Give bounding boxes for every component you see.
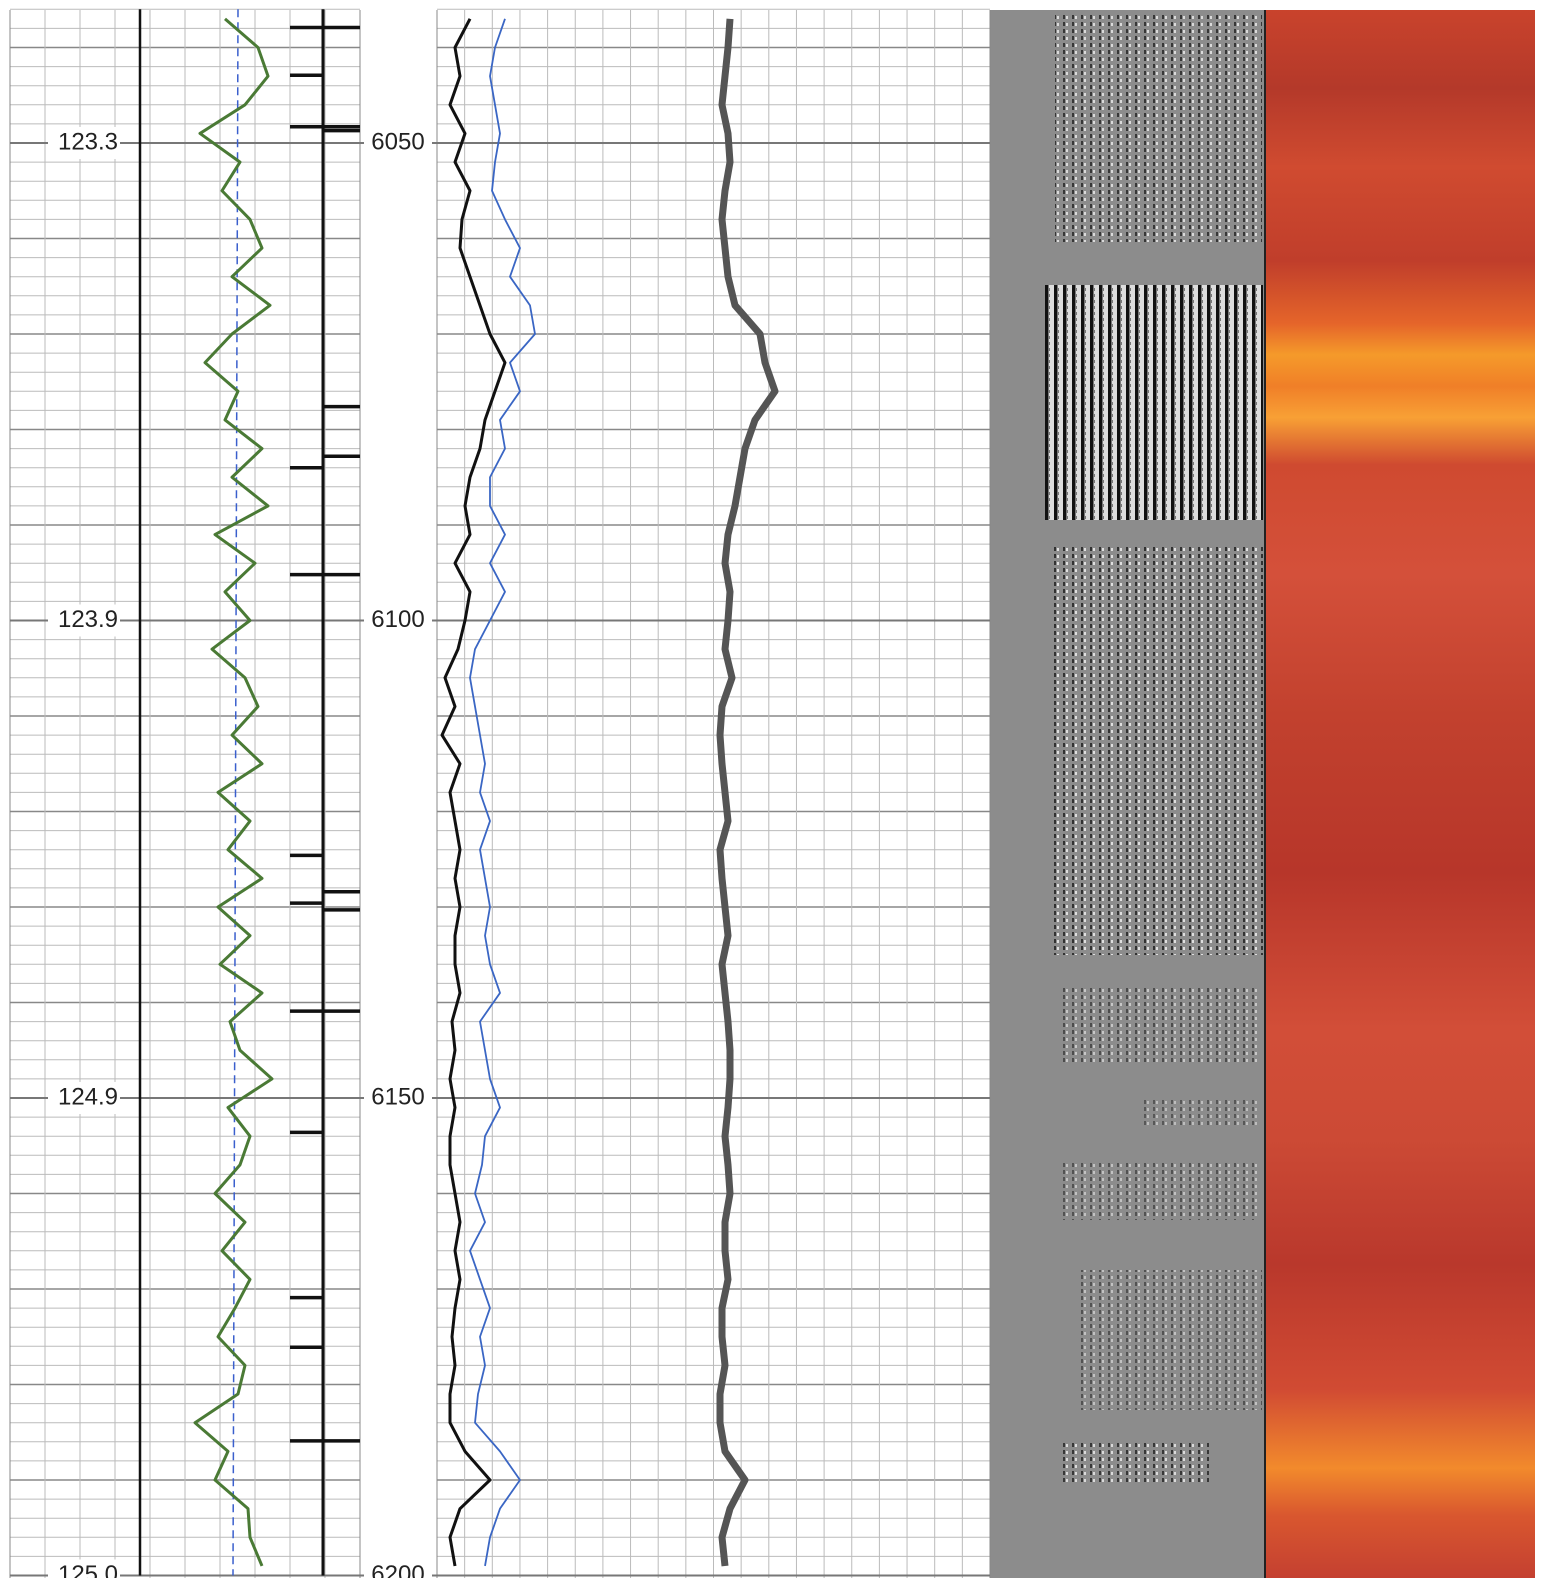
log-curve bbox=[469, 18, 536, 1567]
label-background bbox=[48, 1082, 120, 1114]
time-label: 125.0 bbox=[58, 1561, 118, 1578]
label-background bbox=[364, 1082, 432, 1114]
label-background bbox=[48, 604, 120, 637]
waveform-image bbox=[990, 10, 1265, 1578]
log-curve bbox=[193, 17, 274, 1567]
log-curve bbox=[440, 18, 507, 1567]
image-texture bbox=[1045, 285, 1263, 520]
depth-label: 6050 bbox=[371, 128, 424, 155]
time-label: 124.9 bbox=[58, 1083, 118, 1110]
label-background bbox=[364, 127, 432, 159]
depth-label: 6100 bbox=[371, 606, 424, 633]
time-label: 123.3 bbox=[58, 128, 118, 155]
label-background bbox=[364, 1559, 432, 1578]
label-background bbox=[48, 127, 120, 159]
image-texture bbox=[1060, 1440, 1210, 1485]
image-texture bbox=[1140, 1100, 1260, 1125]
grid bbox=[9, 8, 991, 1578]
image-texture bbox=[1052, 545, 1263, 955]
log-curve bbox=[716, 18, 779, 1567]
image-texture bbox=[1060, 1160, 1260, 1220]
image-texture bbox=[1055, 12, 1262, 242]
image-texture bbox=[1080, 1270, 1262, 1410]
time-label: 123.9 bbox=[58, 606, 118, 633]
label-background bbox=[364, 604, 432, 637]
depth-label: 6150 bbox=[371, 1083, 424, 1110]
image-texture bbox=[1060, 985, 1260, 1065]
heatmap-image bbox=[1265, 10, 1535, 1578]
depth-label: 6200 bbox=[371, 1561, 424, 1578]
label-background bbox=[48, 1559, 120, 1578]
